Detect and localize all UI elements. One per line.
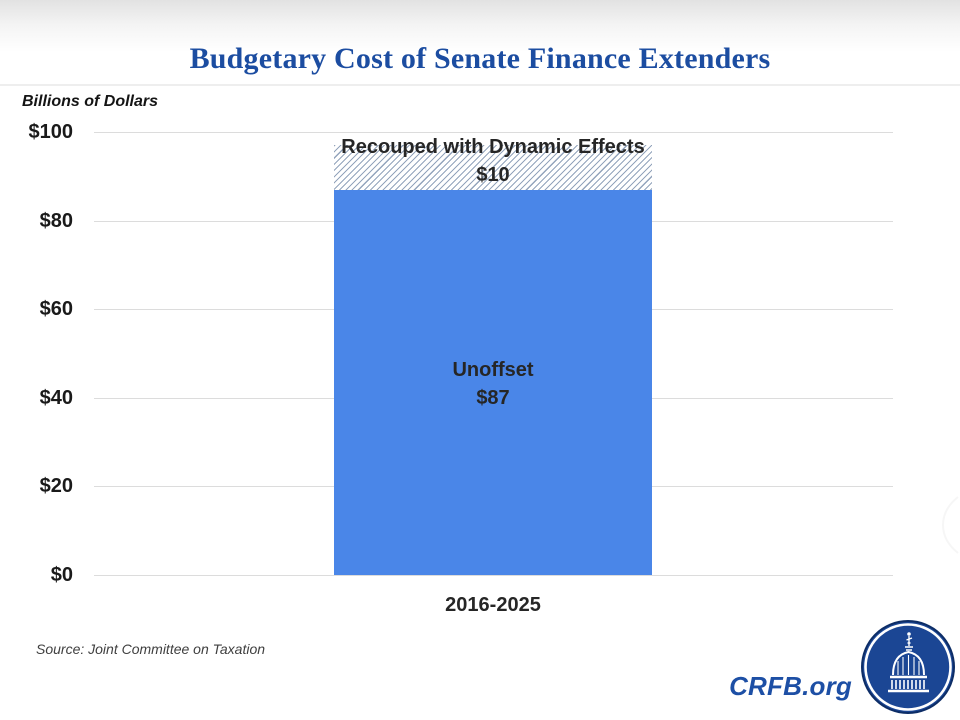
bar-segment-recouped: [334, 145, 652, 190]
watermark-curve: [942, 496, 959, 554]
gridline-0: [94, 575, 893, 576]
capitol-logo-icon: [861, 620, 955, 714]
y-tick-label: $20: [39, 475, 73, 497]
y-tick-label: $40: [39, 387, 73, 409]
x-axis-category-label: 2016-2025: [445, 594, 541, 616]
segment-label-unoffset: Unoffset $87: [284, 356, 702, 412]
segment-name: Recouped with Dynamic Effects: [341, 136, 645, 158]
segment-value: $87: [476, 387, 510, 409]
y-tick-label: $60: [39, 298, 73, 320]
segment-value: $10: [476, 164, 510, 186]
page-title: Budgetary Cost of Senate Finance Extende…: [189, 42, 771, 75]
source-note: Source: Joint Committee on Taxation: [36, 641, 266, 657]
gridline-100: [94, 132, 893, 133]
y-axis-unit-label: Billions of Dollars: [22, 93, 159, 110]
segment-label-recouped: Recouped with Dynamic Effects $10: [284, 133, 702, 189]
bar-segment-unoffset: [334, 190, 652, 575]
y-tick-label: $0: [50, 564, 73, 586]
y-tick-label: $80: [39, 210, 73, 232]
header-band: [0, 0, 960, 86]
y-tick-label: $100: [28, 121, 74, 143]
segment-name: Unoffset: [452, 359, 534, 381]
brand-text: CRFB.org: [729, 671, 852, 701]
